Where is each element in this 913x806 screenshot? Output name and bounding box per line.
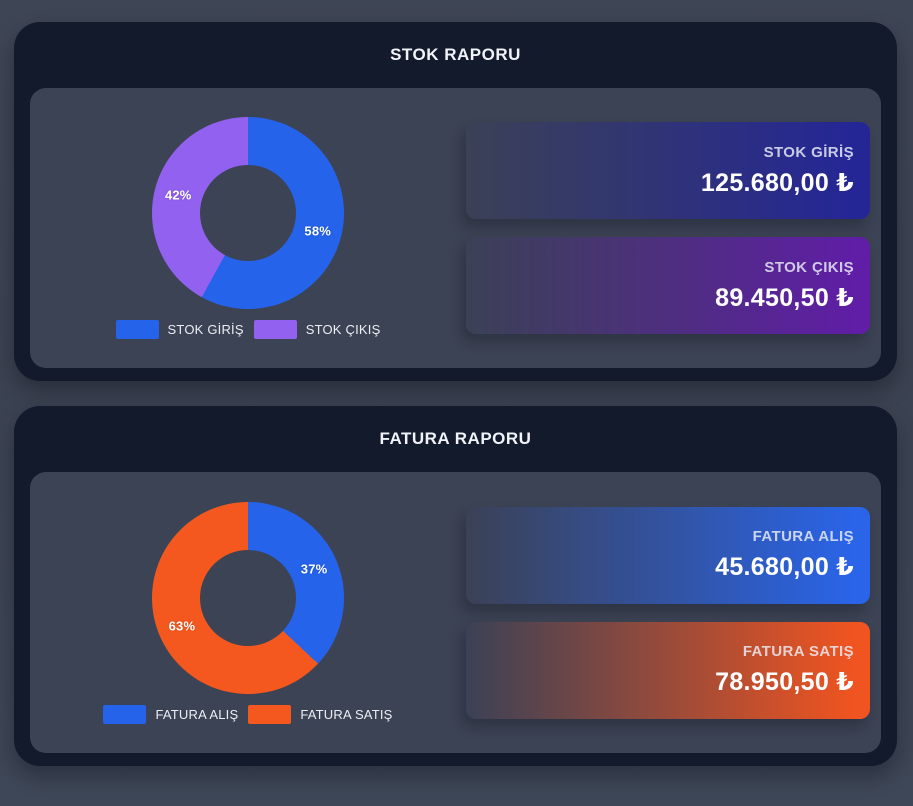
slice-percentage-label: 37% bbox=[300, 561, 328, 577]
stat-card-stok-giris: STOK GİRİŞ 125.680,00 ₺ bbox=[466, 122, 870, 219]
stat-card-label: FATURA SATIŞ bbox=[742, 643, 854, 660]
donut-hole bbox=[200, 165, 296, 261]
stat-card-value: 125.680,00 ₺ bbox=[700, 168, 854, 197]
legend-label: STOK GİRİŞ bbox=[167, 322, 244, 337]
stat-card-label: STOK GİRİŞ bbox=[763, 143, 854, 161]
chart-area: 37% 63% FATURA ALIŞ FATURA SATIŞ bbox=[30, 472, 466, 753]
legend-item-fatura-satis[interactable]: FATURA SATIŞ bbox=[248, 704, 393, 724]
legend-swatch bbox=[103, 704, 147, 724]
stat-card-value: 89.450,50 ₺ bbox=[715, 283, 854, 312]
donut-chart-stok[interactable]: 58% 42% bbox=[152, 117, 344, 309]
stat-cards: STOK GİRİŞ 125.680,00 ₺ STOK ÇIKIŞ 89.45… bbox=[466, 88, 870, 368]
legend-item-stok-giris[interactable]: STOK GİRİŞ bbox=[115, 320, 244, 339]
panel-header: STOK RAPORU bbox=[14, 22, 897, 88]
slice-percentage-label: 42% bbox=[164, 187, 192, 203]
panel-title: FATURA RAPORU bbox=[379, 429, 532, 448]
slice-percentage-label: 58% bbox=[304, 223, 332, 239]
legend-label: FATURA SATIŞ bbox=[300, 706, 393, 722]
legend-label: FATURA ALIŞ bbox=[155, 706, 239, 722]
donut-hole bbox=[200, 549, 296, 646]
panel-body: 37% 63% FATURA ALIŞ FATURA SATIŞ FATURA … bbox=[30, 472, 881, 753]
stat-card-fatura-alis: FATURA ALIŞ 45.680,00 ₺ bbox=[466, 506, 870, 604]
donut-chart-fatura[interactable]: 37% 63% bbox=[152, 501, 344, 694]
stat-card-value: 78.950,50 ₺ bbox=[715, 668, 854, 696]
stat-card-label: FATURA ALIŞ bbox=[752, 528, 854, 545]
stok-raporu-panel: STOK RAPORU 58% 42% STOK GİRİŞ STOK ÇIKI… bbox=[14, 22, 897, 381]
legend-item-stok-cikis[interactable]: STOK ÇIKIŞ bbox=[253, 320, 381, 339]
legend-item-fatura-alis[interactable]: FATURA ALIŞ bbox=[103, 704, 239, 724]
chart-area: 58% 42% STOK GİRİŞ STOK ÇIKIŞ bbox=[30, 88, 466, 368]
legend-swatch bbox=[115, 320, 159, 339]
slice-percentage-label: 63% bbox=[168, 618, 196, 634]
panel-body: 58% 42% STOK GİRİŞ STOK ÇIKIŞ STOK GİRİŞ… bbox=[30, 88, 881, 368]
legend-label: STOK ÇIKIŞ bbox=[305, 322, 381, 337]
chart-legend: STOK GİRİŞ STOK ÇIKIŞ bbox=[115, 320, 381, 339]
stat-card-fatura-satis: FATURA SATIŞ 78.950,50 ₺ bbox=[466, 621, 870, 719]
chart-legend: FATURA ALIŞ FATURA SATIŞ bbox=[103, 704, 393, 724]
stat-card-label: STOK ÇIKIŞ bbox=[764, 258, 854, 276]
panel-header: FATURA RAPORU bbox=[14, 406, 897, 472]
panel-title: STOK RAPORU bbox=[390, 45, 521, 64]
stat-card-value: 45.680,00 ₺ bbox=[715, 553, 854, 581]
legend-swatch bbox=[253, 320, 297, 339]
legend-swatch bbox=[248, 704, 292, 724]
fatura-raporu-panel: FATURA RAPORU 37% 63% FATURA ALIŞ FATURA… bbox=[14, 406, 897, 766]
stat-card-stok-cikis: STOK ÇIKIŞ 89.450,50 ₺ bbox=[466, 237, 870, 334]
stat-cards: FATURA ALIŞ 45.680,00 ₺ FATURA SATIŞ 78.… bbox=[466, 472, 870, 753]
